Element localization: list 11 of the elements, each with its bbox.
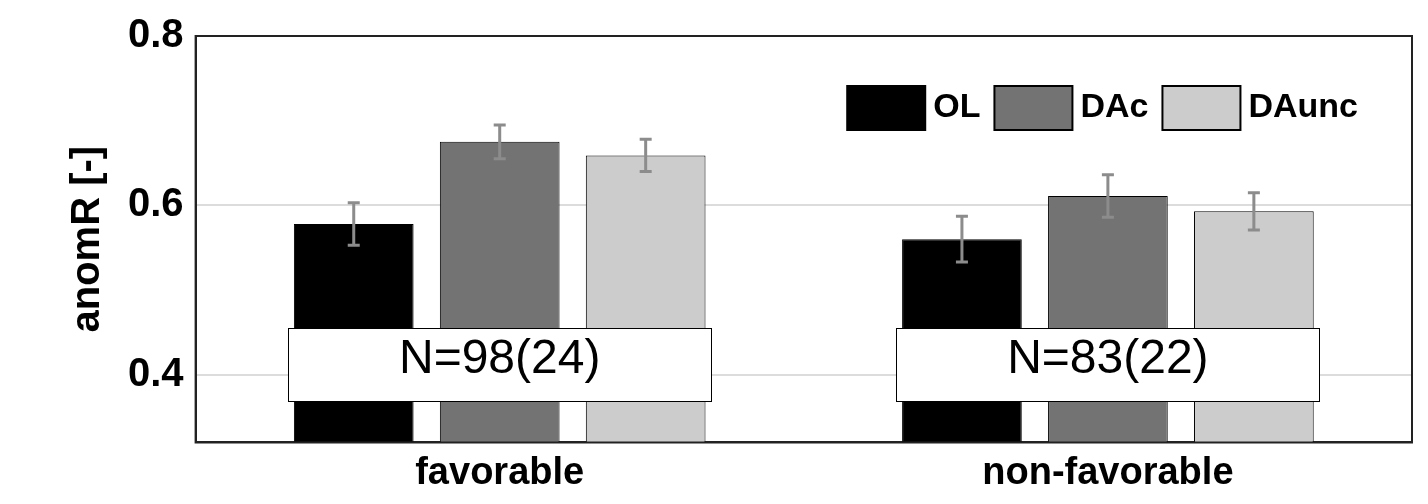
legend-label: DAc <box>1080 86 1149 125</box>
legend-label: OL <box>933 86 981 125</box>
y-tick-label: 0.4 <box>128 349 185 394</box>
y-tick-label: 0.6 <box>128 180 184 225</box>
note-box: N=83(22) <box>895 328 1320 403</box>
y-axis-title: anomR [-] <box>63 145 108 333</box>
x-tick-label: non-favorable <box>982 449 1234 492</box>
x-tick-label: favorable <box>415 449 585 492</box>
note-box: N=98(24) <box>287 328 712 403</box>
y-tick-label: 0.8 <box>128 11 184 56</box>
legend-label: DAunc <box>1248 86 1359 125</box>
